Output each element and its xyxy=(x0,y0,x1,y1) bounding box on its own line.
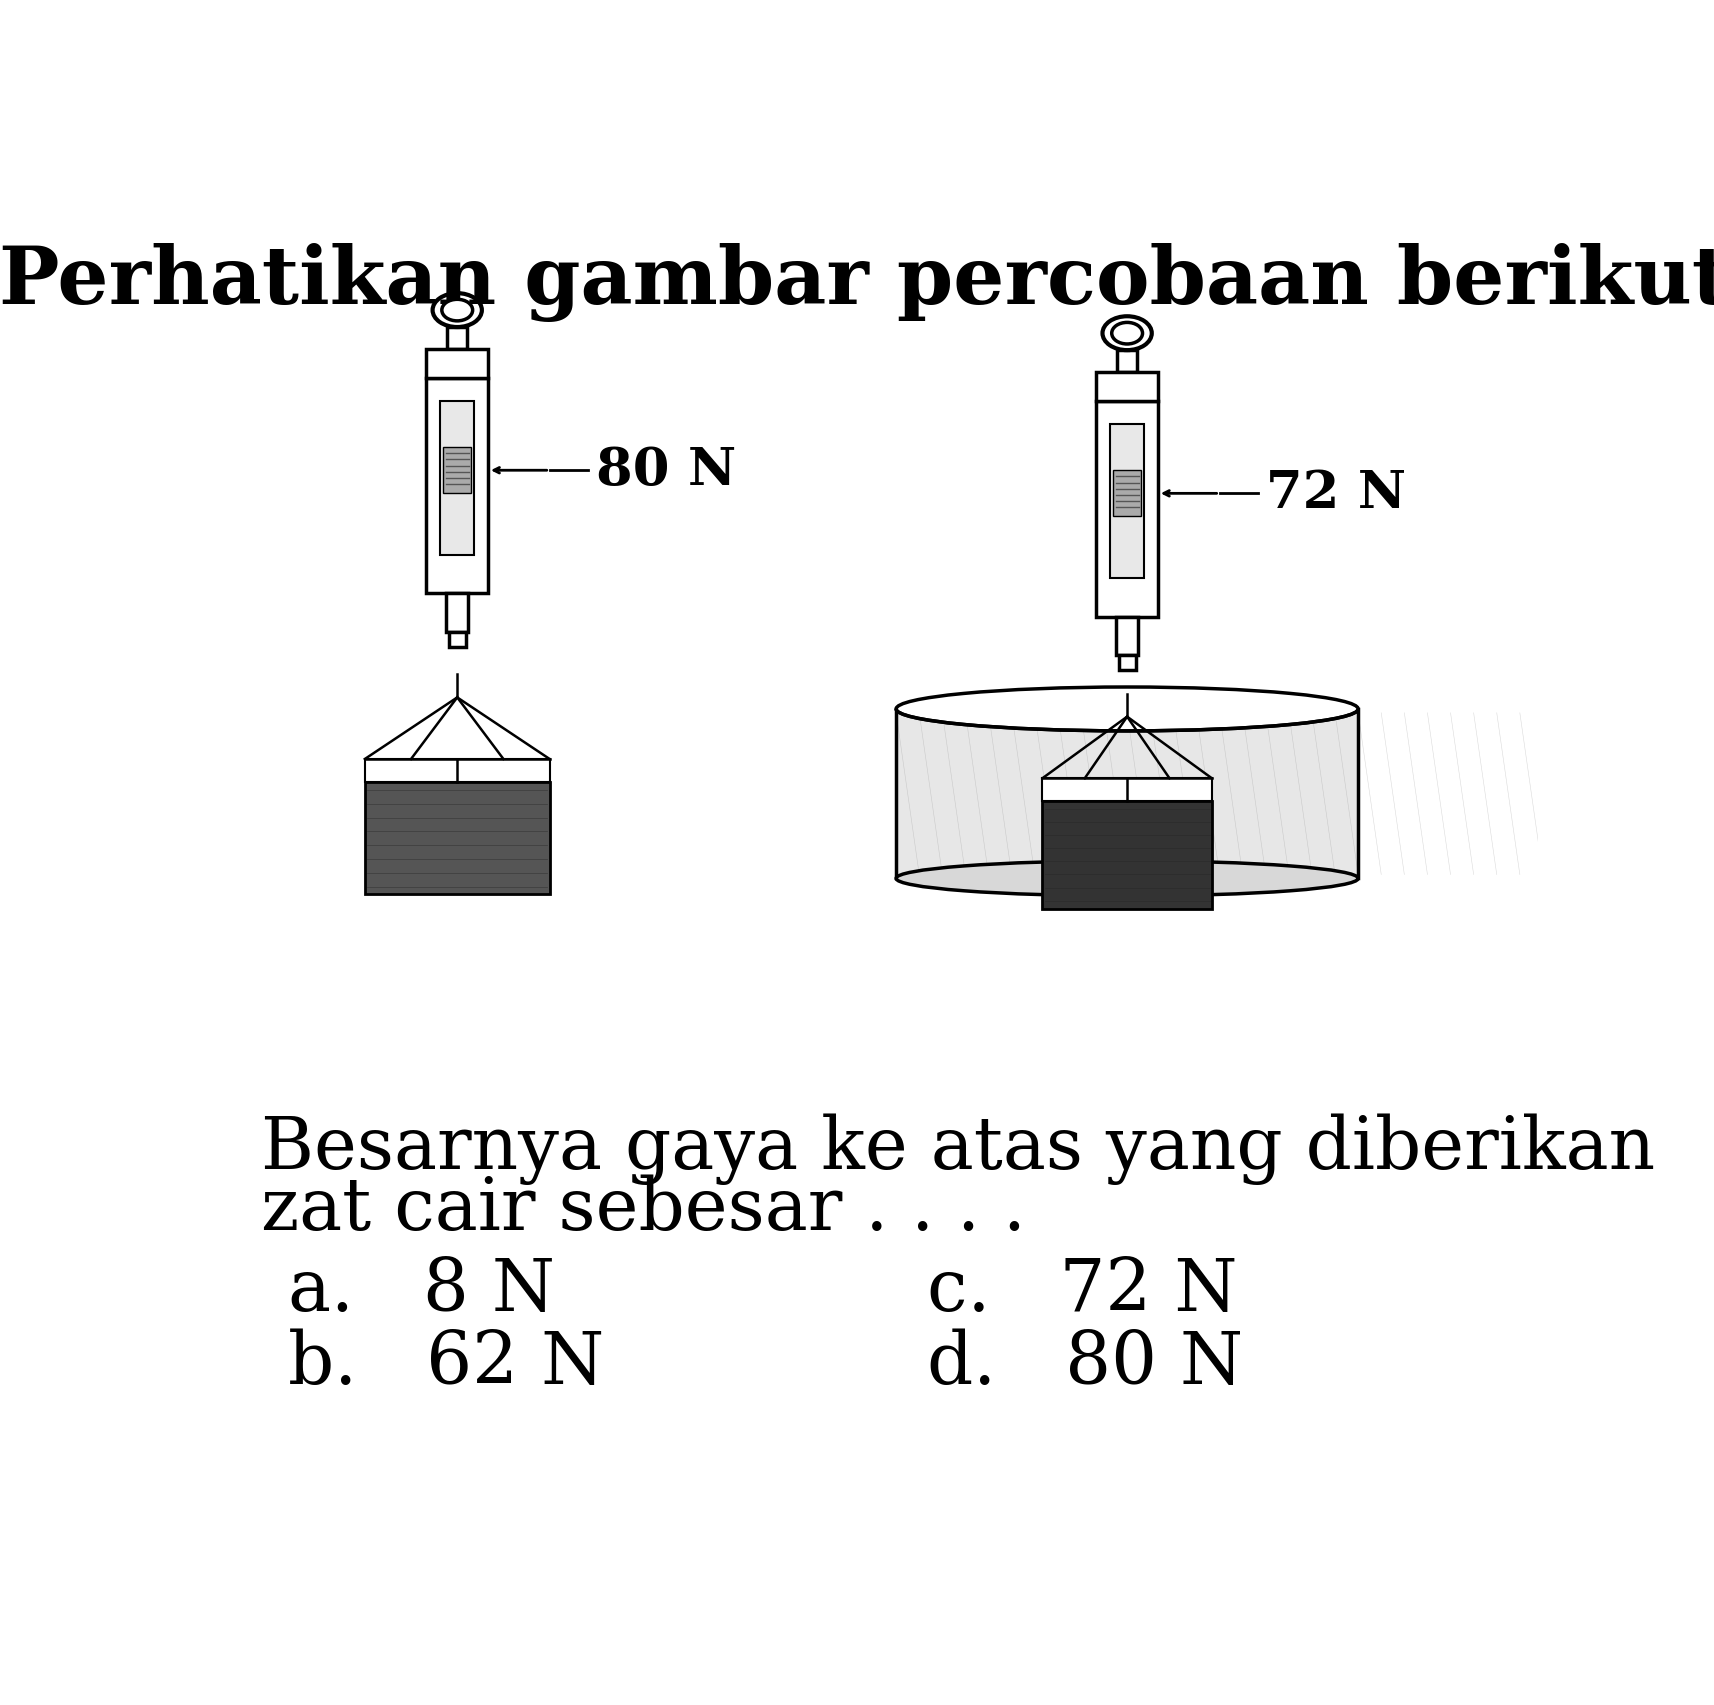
Bar xyxy=(1119,655,1136,670)
Bar xyxy=(449,633,466,648)
Ellipse shape xyxy=(896,687,1357,731)
Bar xyxy=(1097,372,1159,401)
Bar xyxy=(444,447,471,493)
Ellipse shape xyxy=(1112,322,1143,344)
Text: Perhatikan gambar percobaan berikut.: Perhatikan gambar percobaan berikut. xyxy=(0,244,1714,322)
Bar xyxy=(1118,350,1136,372)
Text: 80 N: 80 N xyxy=(596,445,735,496)
Text: c.   72 N: c. 72 N xyxy=(927,1255,1238,1326)
Text: zat cair sebesar . . . .: zat cair sebesar . . . . xyxy=(261,1175,1025,1245)
Bar xyxy=(446,593,468,633)
Bar xyxy=(447,327,468,348)
Bar xyxy=(365,783,550,893)
Text: d.   80 N: d. 80 N xyxy=(927,1328,1243,1400)
Bar xyxy=(1116,617,1138,655)
Bar xyxy=(1042,801,1212,909)
Bar xyxy=(365,759,550,783)
Text: Besarnya gaya ke atas yang diberikan: Besarnya gaya ke atas yang diberikan xyxy=(261,1113,1656,1185)
Bar xyxy=(427,379,488,593)
Bar xyxy=(440,401,475,554)
Bar xyxy=(427,348,488,379)
Bar xyxy=(1114,471,1142,517)
Bar xyxy=(1111,425,1143,578)
Text: 72 N: 72 N xyxy=(1265,467,1405,518)
Text: a.   8 N: a. 8 N xyxy=(288,1255,555,1326)
Ellipse shape xyxy=(442,300,473,321)
Ellipse shape xyxy=(896,861,1357,895)
Bar xyxy=(1042,777,1212,801)
Text: b.   62 N: b. 62 N xyxy=(288,1328,603,1400)
Bar xyxy=(1097,401,1159,617)
